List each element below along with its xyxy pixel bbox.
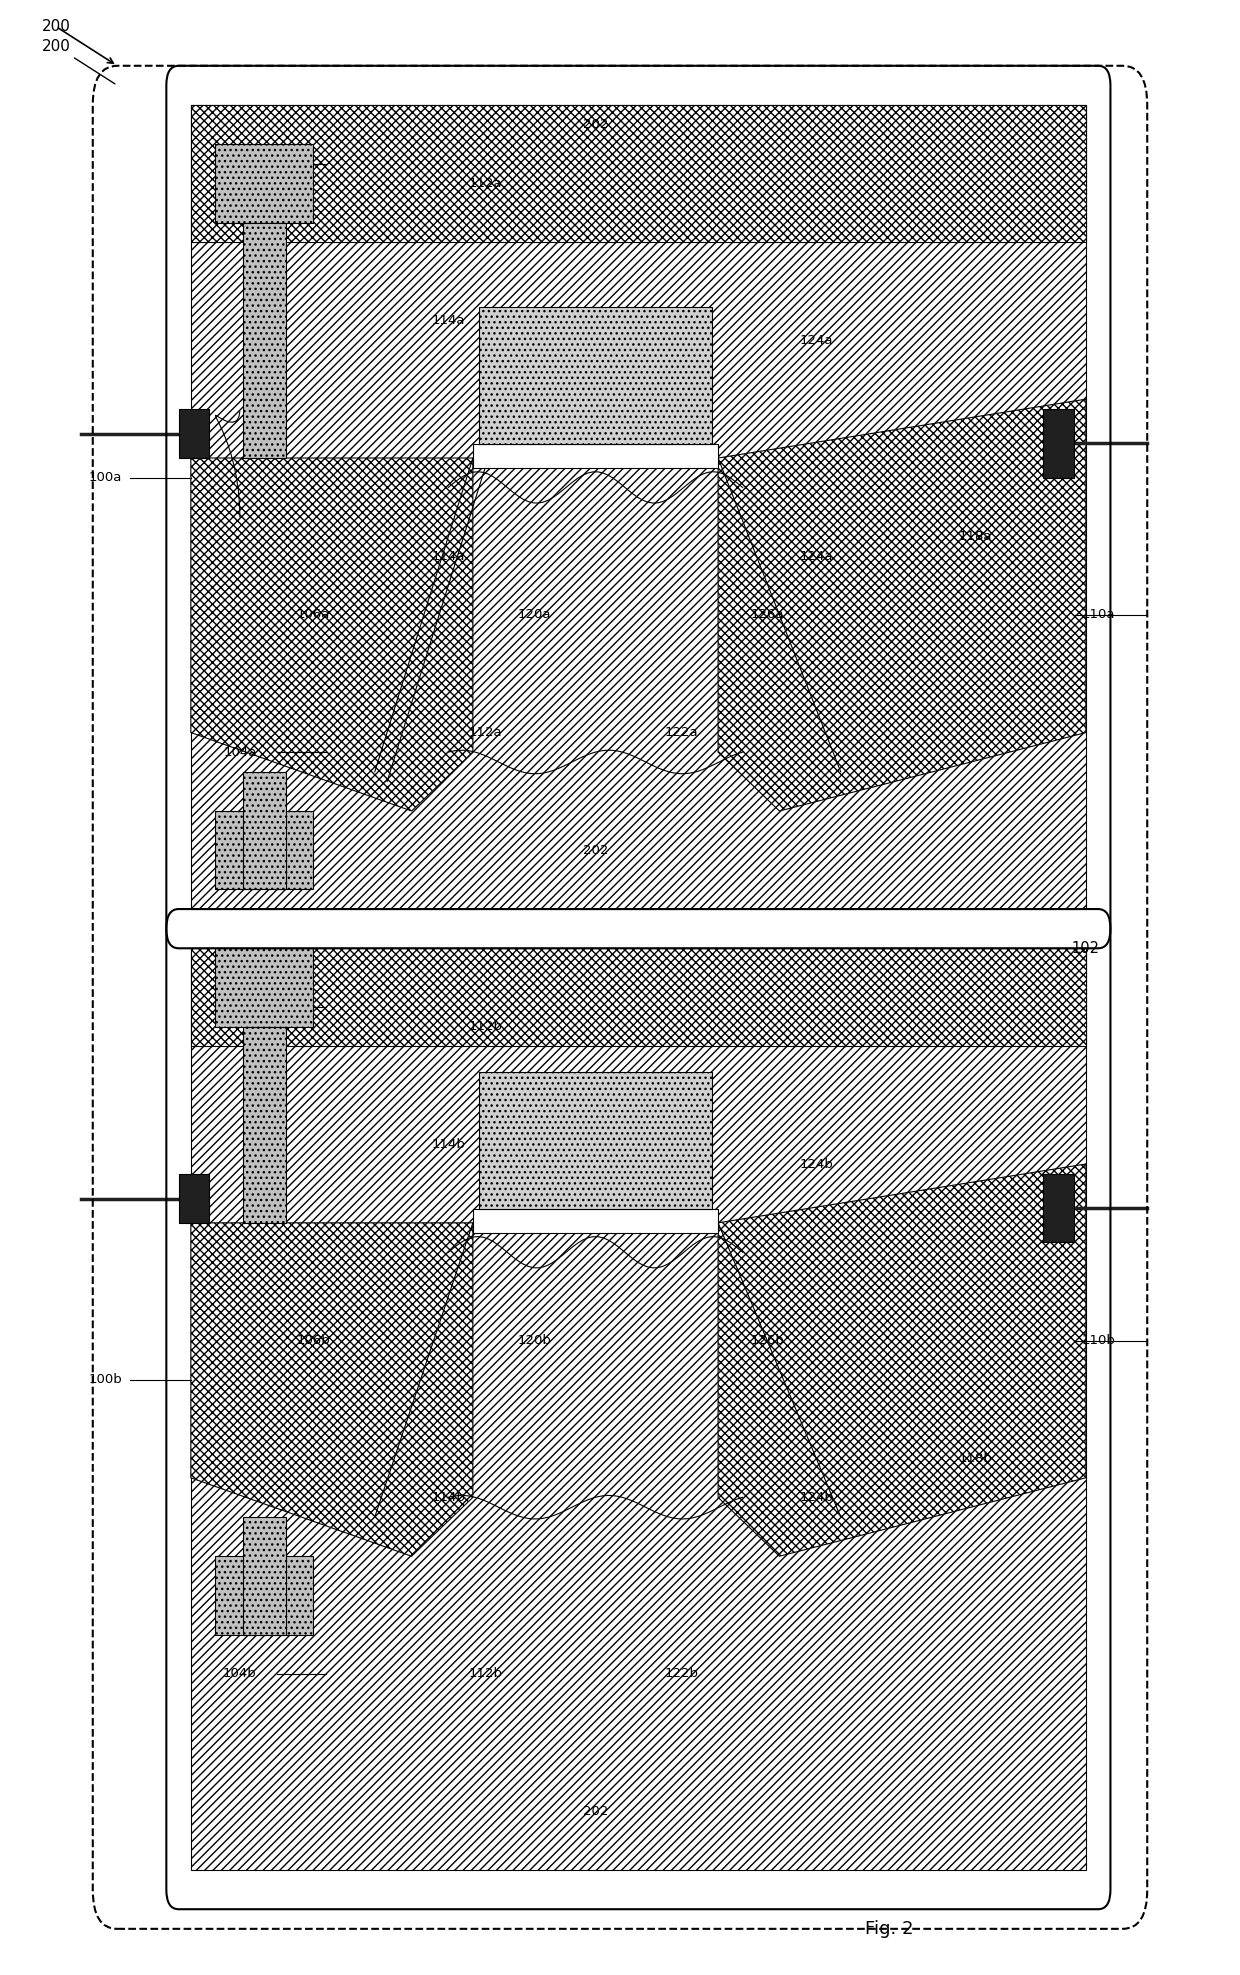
Text: 104a: 104a	[223, 747, 257, 758]
Text: 106a: 106a	[296, 608, 330, 622]
Text: 114a: 114a	[432, 314, 465, 328]
Text: Fig. 2: Fig. 2	[866, 1920, 914, 1937]
Text: 112b: 112b	[469, 1667, 502, 1681]
Bar	[479, 1072, 712, 1209]
Text: 124b: 124b	[800, 1491, 833, 1503]
Bar	[479, 306, 712, 444]
Text: 102: 102	[1071, 940, 1100, 956]
Text: 112a: 112a	[469, 727, 502, 739]
Bar	[191, 105, 1086, 908]
Bar	[216, 144, 314, 223]
Text: 106b: 106b	[296, 1333, 330, 1347]
Text: 110a: 110a	[1081, 608, 1115, 622]
Text: 104b: 104b	[223, 1667, 257, 1681]
Bar	[472, 1209, 718, 1232]
Bar	[243, 223, 286, 458]
Bar	[243, 1027, 286, 1223]
Text: 126b: 126b	[750, 1333, 784, 1347]
Text: 112a: 112a	[469, 178, 502, 190]
Bar	[1043, 409, 1074, 478]
Polygon shape	[191, 1223, 472, 1556]
Bar	[216, 812, 314, 889]
Bar	[191, 948, 1086, 1870]
Text: 202: 202	[583, 1805, 608, 1817]
Text: 202: 202	[583, 843, 608, 857]
Bar	[1043, 1173, 1074, 1242]
Polygon shape	[718, 1163, 1086, 1556]
Bar	[179, 409, 210, 458]
Text: 124a: 124a	[800, 549, 833, 563]
Text: 200: 200	[42, 20, 71, 34]
Text: 114b: 114b	[432, 1138, 465, 1151]
Bar	[191, 948, 1086, 1047]
Text: 118b: 118b	[959, 1452, 992, 1465]
Text: 122a: 122a	[665, 727, 698, 739]
Text: 200: 200	[42, 40, 115, 83]
Text: 100b: 100b	[88, 1373, 122, 1386]
Text: 124a: 124a	[800, 334, 833, 348]
Bar	[191, 105, 1086, 243]
Text: 126a: 126a	[750, 608, 784, 622]
Bar	[179, 1173, 210, 1223]
Text: 114a: 114a	[432, 549, 465, 563]
Text: 110b: 110b	[1081, 1333, 1115, 1347]
Bar	[472, 444, 718, 468]
Bar	[243, 772, 286, 889]
Text: 108a: 108a	[223, 158, 257, 170]
Text: 118a: 118a	[959, 529, 992, 543]
Text: 114b: 114b	[432, 1491, 465, 1503]
Bar	[216, 948, 314, 1027]
Polygon shape	[718, 399, 1086, 812]
Text: 202: 202	[583, 118, 608, 130]
Bar	[216, 1556, 314, 1635]
Text: 120a: 120a	[517, 608, 551, 622]
Text: 122b: 122b	[665, 1667, 698, 1681]
Text: 108b: 108b	[223, 1001, 257, 1013]
Text: 124b: 124b	[800, 1157, 833, 1171]
Bar	[243, 1517, 286, 1635]
Polygon shape	[191, 458, 472, 812]
Text: 112b: 112b	[469, 1021, 502, 1033]
Text: 120b: 120b	[517, 1333, 551, 1347]
Text: 100a: 100a	[88, 472, 122, 484]
